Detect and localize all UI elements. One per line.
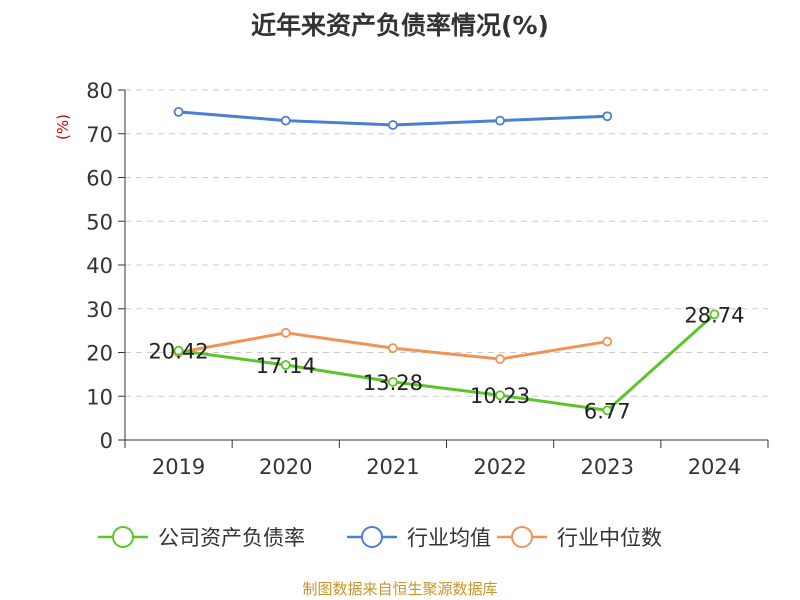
axes: 0 10 20 30 40 50 60 70 80 2019 2020 2021 2022 2023 202… [86,79,769,479]
chart-title: 近年来资产负债率情况(%) [251,11,549,40]
data-point [602,336,613,347]
data-label: 13.28 [363,371,423,395]
legend-label: 公司资产负债率 [158,526,305,550]
data-point [602,111,613,122]
data-point [280,115,291,126]
y-tick-label: 40 [86,254,113,278]
data-label: 6.77 [584,399,631,423]
source-footer: 制图数据来自恒生聚源数据库 [302,580,498,598]
data-point [173,345,184,356]
data-point [495,390,505,401]
legend-marker [112,526,134,548]
series-lines [173,106,720,416]
x-tick-label: 2024 [688,455,741,479]
data-point [388,343,398,354]
data-point [495,354,505,364]
data-point [388,376,398,387]
series-line [178,313,716,412]
y-axis-label: (%) [54,114,72,140]
y-tick-label: 30 [86,298,113,322]
data-point [388,120,398,130]
x-tick-label: 2023 [581,455,634,479]
x-tick-label: 2021 [366,455,419,479]
data-label: 28.74 [684,303,744,327]
legend: 公司资产负债率 行业均值 行业中位数 [98,526,662,550]
x-tick-label: 2020 [259,455,312,479]
x-tick-label: 2022 [473,455,526,479]
y-tick-label: 0 [100,429,113,453]
data-point [280,327,291,338]
y-tick-label: 50 [86,210,113,234]
legend-marker [361,526,383,548]
y-tick-label: 70 [86,123,113,147]
data-label: 10.23 [470,384,530,408]
legend-marker [511,526,533,548]
y-tick-label: 10 [86,385,113,409]
x-tick-label: 2019 [152,455,205,479]
y-tick-label: 20 [86,342,113,366]
data-point [280,360,291,370]
y-tick-label: 80 [86,79,113,103]
y-tick-label: 60 [86,167,113,191]
legend-label: 行业中位数 [557,526,662,550]
data-point [709,309,720,320]
grid-lines [125,89,768,397]
data-label: 20.42 [149,340,209,364]
data-labels: 20.42 17.14 13.28 10.23 6.77 28.74 [149,303,745,423]
data-label: 17.14 [256,354,316,378]
data-point [173,106,184,117]
data-point [602,405,613,416]
data-point [495,115,505,126]
legend-label: 行业均值 [407,526,491,550]
